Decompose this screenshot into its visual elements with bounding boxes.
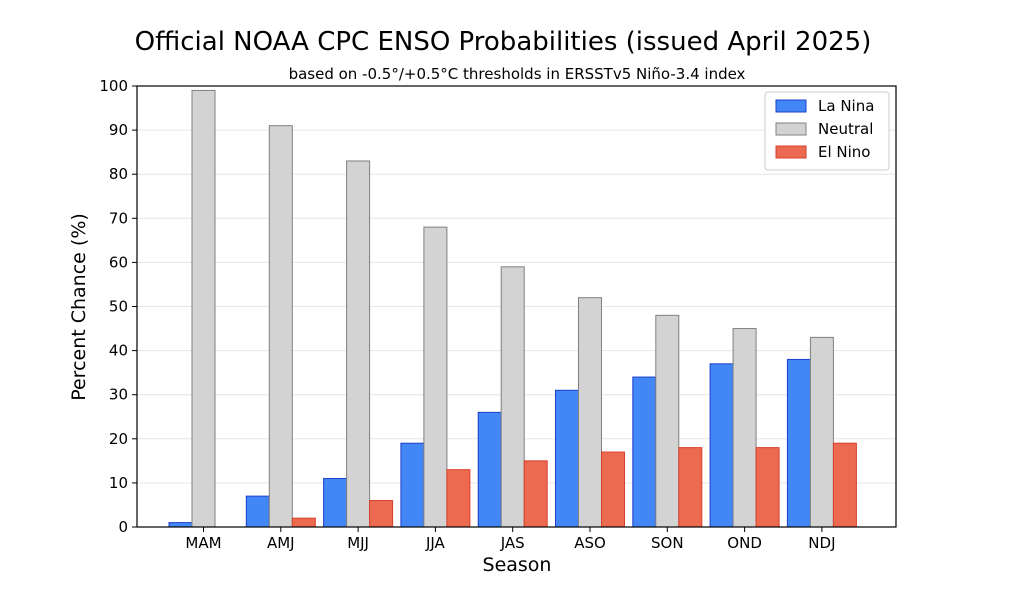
bar-el-nino-amj [291,517,316,528]
y-axis-label: Percent Chance (%) [68,213,90,401]
legend-label-neutral: Neutral [818,120,873,138]
bar-la-nina-jas [477,411,502,528]
bar-la-nina-amj [245,495,270,528]
bar-la-nina-mam [168,522,193,528]
y-tick-label: 10 [109,474,128,492]
y-tick-label: 20 [109,430,128,448]
bar-neutral-mjj [346,160,371,528]
legend-label-el-nino: El Nino [818,143,871,161]
x-axis-ticks: MAM AMJ MJJ JJA JAS ASO SON OND NDJ [185,527,836,552]
bar-neutral-amj [268,125,293,528]
bar-la-nina-jja [400,442,425,528]
bar-el-nino-jas [523,460,548,528]
legend-swatch-neutral [775,122,807,136]
y-axis-ticks: 0 10 20 30 40 50 60 70 80 90 100 [99,77,137,536]
y-tick-label: 40 [109,342,128,360]
bar-el-nino-aso [601,451,625,528]
y-tick-label: 80 [109,165,128,183]
y-tick-label: 0 [118,518,128,536]
bar-neutral-son [655,314,680,528]
x-tick-label: JAS [500,534,525,552]
legend-swatch-el-nino [775,145,807,159]
x-tick-label: SON [651,534,684,552]
bar-neutral-jja [423,226,448,528]
x-axis-label: Season [483,554,552,576]
x-tick-label: JJA [425,534,446,552]
x-tick-label: MAM [185,534,221,552]
legend-swatch-la-nina [775,99,807,113]
legend-label-la-nina: La Nina [818,97,874,115]
y-tick-label: 30 [109,386,128,404]
y-tick-label: 90 [109,121,128,139]
bar-neutral-jas [500,266,525,528]
chart-subtitle: based on -0.5°/+0.5°C thresholds in ERSS… [289,65,746,83]
y-tick-label: 100 [99,77,128,95]
bar-la-nina-mjj [323,477,348,528]
bar-la-nina-aso [555,389,579,528]
bar-el-nino-mjj [369,500,394,528]
y-tick-label: 60 [109,253,128,271]
chart-title: Official NOAA CPC ENSO Probabilities (is… [135,27,872,57]
bar-neutral-aso [578,297,602,528]
bar-el-nino-ond [755,447,780,528]
legend: La Nina Neutral El Nino [764,91,890,171]
bar-el-nino-jja [446,469,471,528]
x-tick-label: ASO [574,534,606,552]
bar-la-nina-son [632,376,657,528]
bar-el-nino-son [678,447,703,528]
x-tick-label: OND [727,534,762,552]
x-tick-label: MJJ [347,534,369,552]
bar-neutral-mam [191,89,216,528]
bars [168,89,857,528]
x-tick-label: AMJ [267,534,295,552]
y-tick-label: 50 [109,298,128,316]
bar-la-nina-ndj [786,358,811,528]
bar-neutral-ndj [809,336,834,528]
x-tick-label: NDJ [808,534,835,552]
bar-el-nino-ndj [832,442,857,528]
bar-la-nina-ond [709,363,734,528]
bar-neutral-ond [732,328,757,528]
y-tick-label: 70 [109,209,128,227]
